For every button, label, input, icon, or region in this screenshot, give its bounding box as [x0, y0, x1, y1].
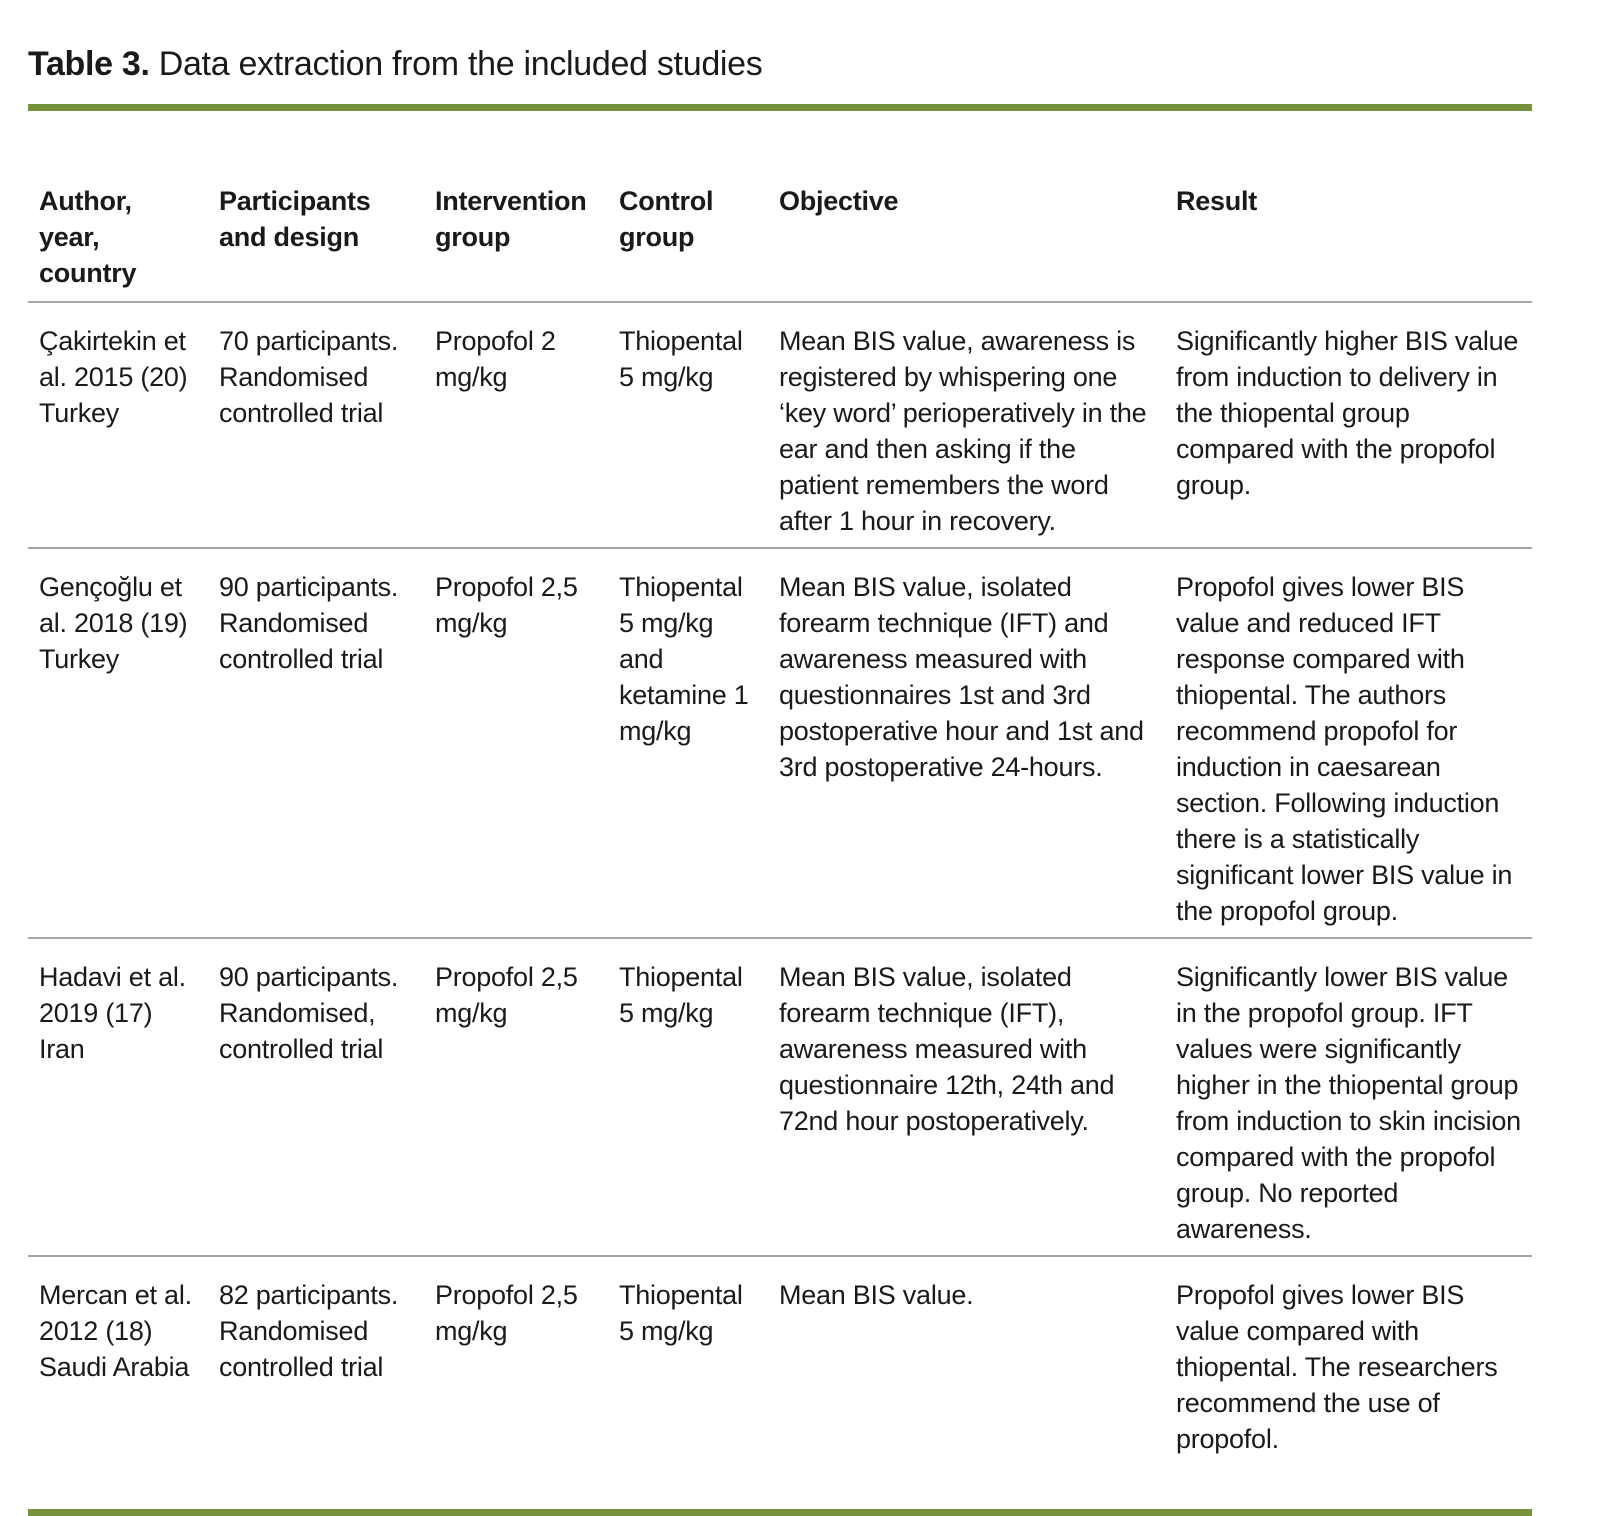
intervention-cell: Propofol 2,5 mg/kg	[435, 962, 578, 1028]
control-cell: Thiopental 5 mg/kg	[619, 962, 743, 1028]
result-cell: Propofol gives lower BIS value compared …	[1176, 1280, 1498, 1454]
table-row-gencoglu: Gençoğlu et al. 2018 (19) Turkey 90 part…	[28, 549, 1532, 939]
table-caption-text: Data extraction from the included studie…	[158, 45, 763, 83]
control-cell: Thiopental 5 mg/kg	[619, 326, 743, 392]
intervention-cell: Propofol 2,5 mg/kg	[435, 572, 578, 638]
participants-cell: 82 participants. Randomised controlled t…	[219, 1280, 399, 1382]
column-header-intervention: Intervention group	[435, 186, 587, 252]
objective-cell: Mean BIS value, awareness is registered …	[779, 326, 1147, 536]
column-header-author: Author, year, country	[39, 186, 137, 288]
column-header-control: Control group	[619, 186, 714, 252]
intervention-cell: Propofol 2 mg/kg	[435, 326, 556, 392]
table-row-cakirtekin: Çakirtekin et al. 2015 (20) Turkey 70 pa…	[28, 303, 1532, 549]
column-header-result: Result	[1176, 186, 1258, 216]
author-cell: Hadavi et al. 2019 (17) Iran	[39, 962, 186, 1064]
result-cell: Propofol gives lower BIS value and reduc…	[1176, 572, 1513, 926]
table-caption: Table 3. Data extraction from the include…	[28, 44, 1532, 84]
participants-cell: 90 participants. Randomised, controlled …	[219, 962, 399, 1064]
table-header-row: Author, year, country Participants and d…	[28, 111, 1532, 303]
intervention-cell: Propofol 2,5 mg/kg	[435, 1280, 578, 1346]
objective-cell: Mean BIS value, isolated forearm techniq…	[779, 572, 1144, 782]
objective-cell: Mean BIS value.	[779, 1280, 974, 1310]
author-cell: Gençoğlu et al. 2018 (19) Turkey	[39, 572, 188, 674]
table-row-hadavi: Hadavi et al. 2019 (17) Iran 90 particip…	[28, 939, 1532, 1257]
objective-cell: Mean BIS value, isolated forearm techniq…	[779, 962, 1115, 1136]
data-table: Author, year, country Participants and d…	[28, 104, 1532, 1516]
control-cell: Thiopental 5 mg/kg	[619, 1280, 743, 1346]
table-row-mercan: Mercan et al. 2012 (18) Saudi Arabia 82 …	[28, 1257, 1532, 1509]
result-cell: Significantly higher BIS value from indu…	[1176, 326, 1519, 500]
author-cell: Mercan et al. 2012 (18) Saudi Arabia	[39, 1280, 192, 1382]
control-cell: Thiopental 5 mg/kg and ketamine 1 mg/kg	[619, 572, 749, 746]
column-header-participants: Participants and design	[219, 186, 371, 252]
author-cell: Çakirtekin et al. 2015 (20) Turkey	[39, 326, 188, 428]
participants-cell: 70 participants. Randomised controlled t…	[219, 326, 399, 428]
participants-cell: 90 participants. Randomised controlled t…	[219, 572, 399, 674]
result-cell: Significantly lower BIS value in the pro…	[1176, 962, 1521, 1244]
table-number: Table 3.	[28, 45, 150, 83]
column-header-objective: Objective	[779, 186, 899, 216]
